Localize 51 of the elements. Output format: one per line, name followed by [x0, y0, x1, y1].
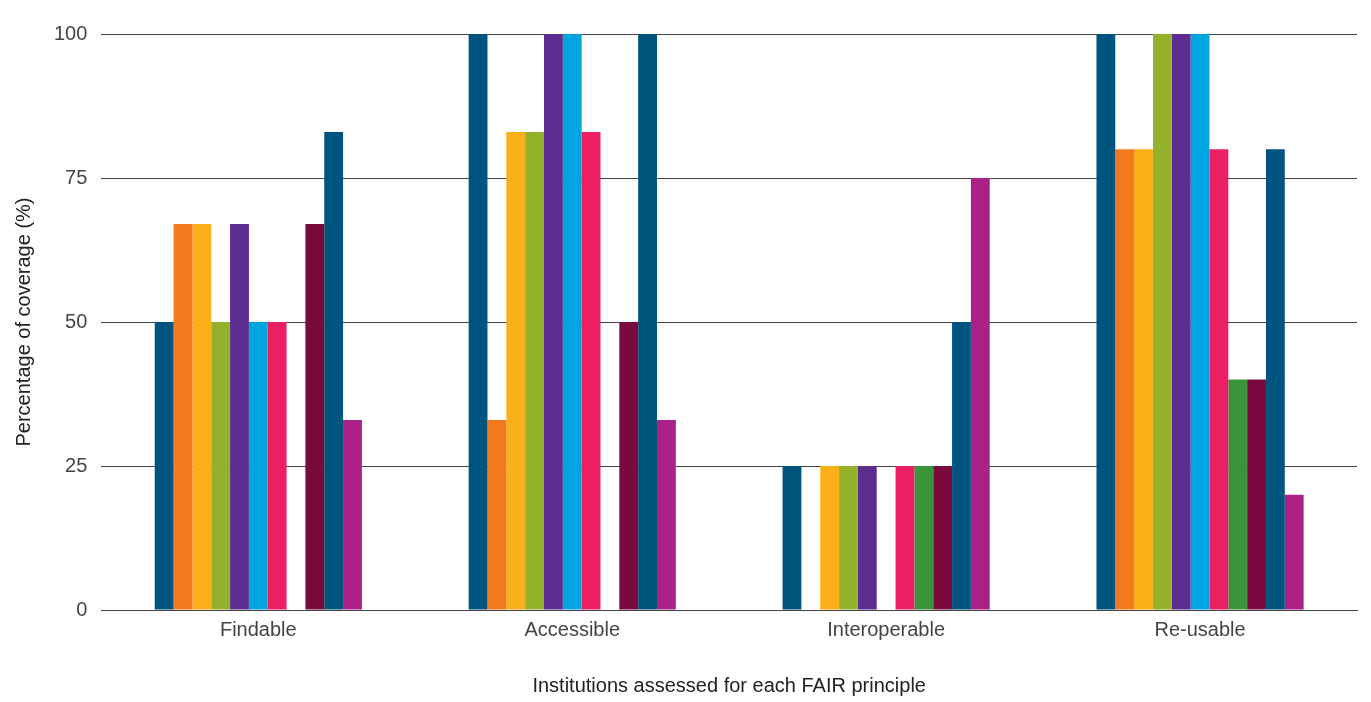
bar	[782, 466, 802, 610]
bar	[895, 466, 915, 610]
bar	[619, 322, 639, 610]
bar	[1209, 149, 1229, 610]
bar	[638, 34, 657, 610]
bar	[1152, 34, 1172, 610]
bar	[933, 466, 953, 610]
x-tick-label: Findable	[219, 617, 297, 640]
bar	[1171, 34, 1191, 610]
bar	[173, 224, 193, 610]
bar	[487, 419, 507, 610]
bar	[857, 466, 877, 610]
bar	[952, 322, 971, 610]
bar	[543, 34, 563, 610]
x-axis-title: Institutions assessed for each FAIR principle	[532, 673, 926, 696]
x-tick-label: Re-usable	[1154, 617, 1246, 640]
bar	[970, 178, 990, 610]
bar	[230, 224, 249, 610]
bar	[656, 419, 676, 610]
bar	[248, 322, 268, 610]
bar	[506, 131, 526, 610]
bar	[154, 322, 174, 610]
bar	[562, 34, 582, 610]
bar	[1228, 379, 1248, 610]
y-tick-label: 75	[65, 165, 88, 188]
bar	[1134, 149, 1153, 610]
y-tick-label: 50	[65, 309, 88, 332]
bar	[1190, 34, 1210, 610]
bar	[1265, 149, 1285, 610]
y-tick-label: 0	[76, 597, 88, 620]
bar	[267, 322, 287, 610]
bar	[305, 224, 325, 610]
bar	[1115, 149, 1135, 610]
bar	[211, 322, 231, 610]
bar	[914, 466, 934, 610]
x-tick-label: Accessible	[524, 617, 621, 640]
bar	[820, 466, 840, 610]
y-tick-label: 100	[53, 21, 88, 44]
bar	[581, 131, 601, 610]
bar	[324, 131, 344, 610]
y-tick-label: 25	[65, 453, 88, 476]
bar	[1284, 494, 1304, 610]
x-tick-label: Interoperable	[827, 617, 946, 640]
y-axis-title: Percentage of coverage (%)	[11, 197, 34, 447]
bar	[343, 419, 362, 610]
bar	[525, 131, 544, 610]
bar	[1096, 34, 1116, 610]
bar	[839, 466, 858, 610]
bar	[192, 224, 212, 610]
bar	[468, 34, 488, 610]
bar	[1247, 379, 1266, 610]
